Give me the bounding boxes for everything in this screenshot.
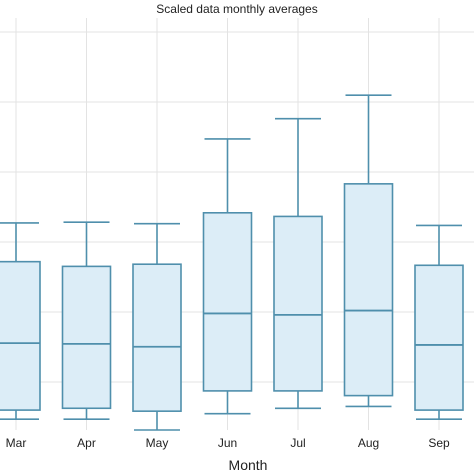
box-apr xyxy=(61,221,112,420)
box-iqr xyxy=(414,264,464,411)
box-aug xyxy=(343,94,394,408)
x-tick-label: Aug xyxy=(358,436,379,450)
x-tick-label: May xyxy=(146,436,169,450)
box-may xyxy=(132,222,182,431)
x-tick-label: Mar xyxy=(6,436,27,450)
x-axis-label: Month xyxy=(229,457,268,473)
x-tick-labels: Mar Apr May Jun Jul Aug Sep xyxy=(6,436,450,450)
x-tick-label: Apr xyxy=(77,436,96,450)
box-iqr xyxy=(0,260,41,411)
box-jul xyxy=(273,117,323,410)
chart-title: Scaled data monthly averages xyxy=(156,2,317,16)
x-tick-label: Jul xyxy=(290,436,305,450)
box-iqr xyxy=(202,212,253,392)
box-iqr xyxy=(273,215,323,392)
box-series xyxy=(0,94,464,431)
box-iqr xyxy=(343,183,394,397)
box-sep xyxy=(414,224,464,420)
x-tick-label: Jun xyxy=(218,436,237,450)
box-jun xyxy=(202,138,253,415)
box-iqr xyxy=(132,263,182,412)
box-mar xyxy=(0,222,41,420)
box-iqr xyxy=(61,265,112,410)
x-tick-label: Sep xyxy=(428,436,450,450)
